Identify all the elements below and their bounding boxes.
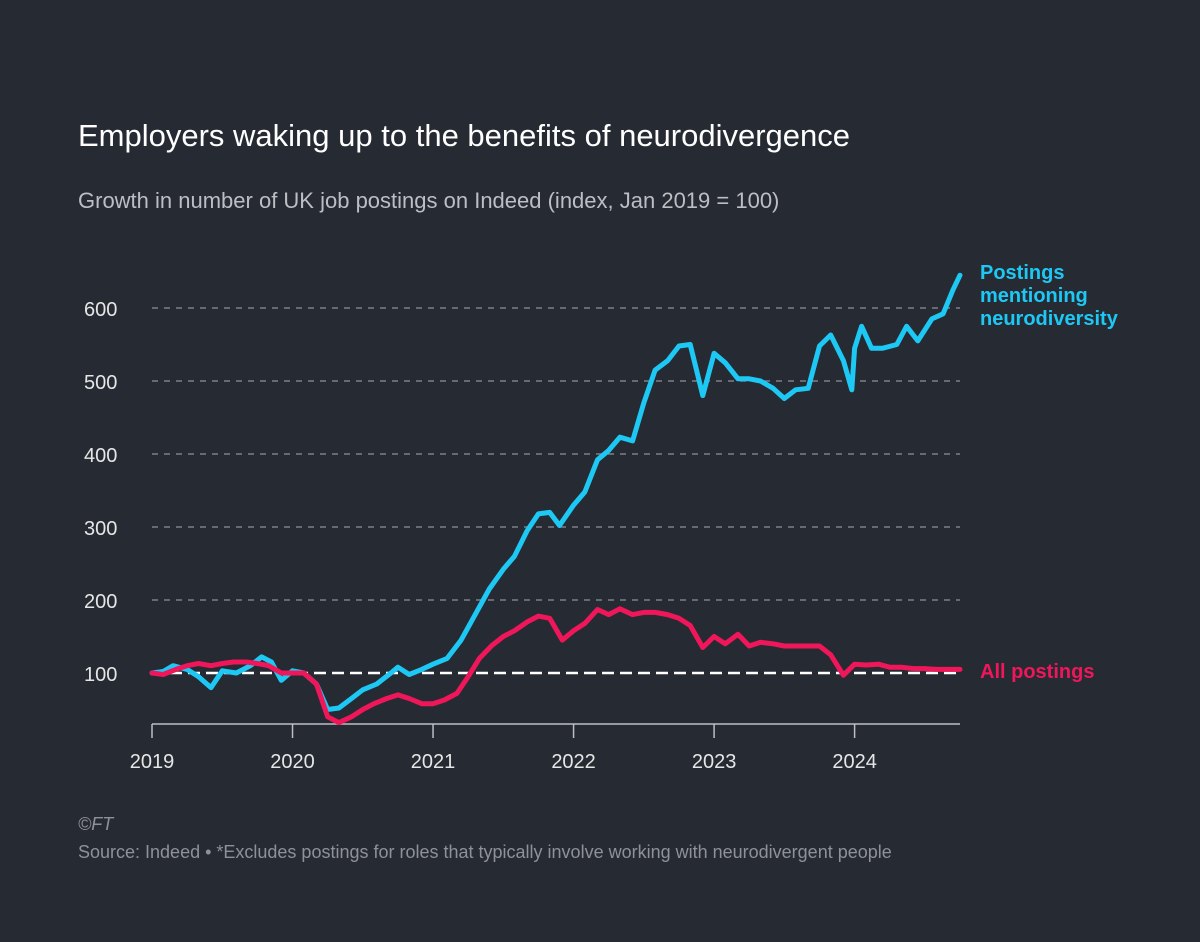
x-tick-label: 2019 bbox=[130, 751, 175, 773]
source-note: Source: Indeed • *Excludes postings for … bbox=[78, 842, 892, 862]
y-axis: 100 200 300 400 500 600 bbox=[84, 299, 117, 686]
y-tick-label: 600 bbox=[84, 299, 117, 321]
series-label-line: mentioning bbox=[980, 285, 1088, 307]
copyright: ©FT bbox=[78, 814, 114, 834]
series-layer bbox=[149, 272, 963, 726]
y-tick-label: 200 bbox=[84, 591, 117, 613]
series-label-line: All postings bbox=[980, 661, 1094, 683]
series-labels: Postings mentioning neurodiversity All post… bbox=[980, 262, 1119, 683]
series-label-all-postings: All postings bbox=[980, 661, 1094, 683]
x-tick-label: 2024 bbox=[832, 751, 877, 773]
series-line-neurodiversity bbox=[149, 272, 963, 712]
y-tick-label: 300 bbox=[84, 518, 117, 540]
x-tick-label: 2020 bbox=[270, 751, 315, 773]
x-tick-label: 2021 bbox=[411, 751, 456, 773]
chart-title: Employers waking up to the benefits of n… bbox=[78, 118, 851, 153]
x-tick-label: 2023 bbox=[692, 751, 737, 773]
y-tick-label: 400 bbox=[84, 445, 117, 467]
series-label-line: neurodiversity bbox=[980, 308, 1119, 330]
series-label-line: Postings bbox=[980, 262, 1064, 284]
y-tick-label: 100 bbox=[84, 664, 117, 686]
series-line-all-postings bbox=[149, 606, 963, 726]
grid-layer bbox=[152, 307, 960, 675]
x-tick-label: 2022 bbox=[551, 751, 596, 773]
chart-subtitle: Growth in number of UK job postings on I… bbox=[78, 188, 780, 213]
series-label-neurodiversity: Postings mentioning neurodiversity bbox=[980, 262, 1119, 330]
y-tick-label: 500 bbox=[84, 372, 117, 394]
x-axis: 2019 2020 2021 2022 2023 2024 bbox=[130, 723, 960, 773]
